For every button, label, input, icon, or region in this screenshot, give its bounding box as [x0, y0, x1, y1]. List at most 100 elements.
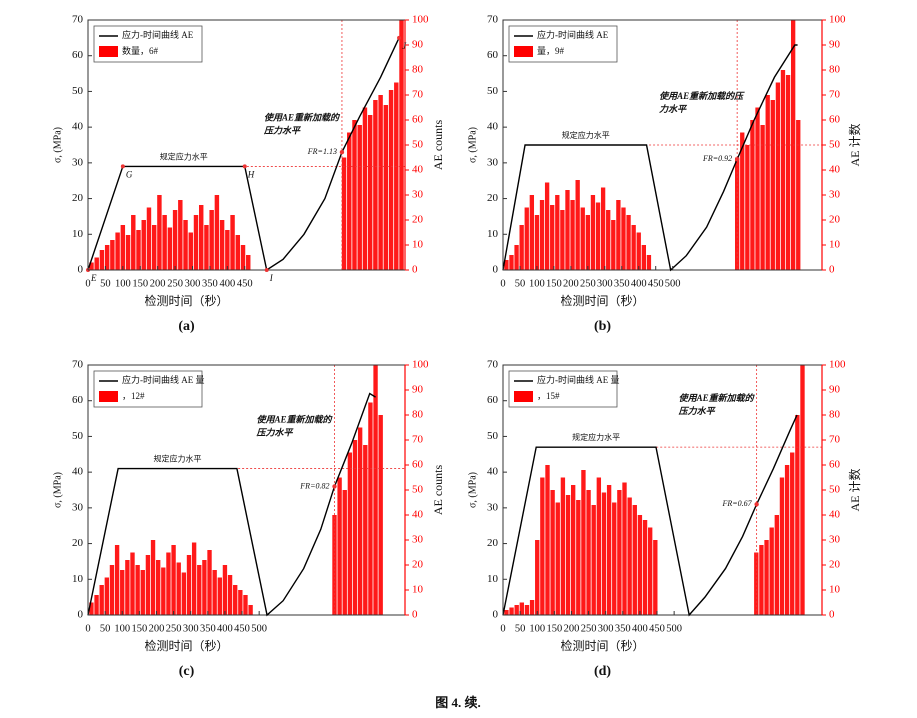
ae-bar [222, 565, 228, 615]
x-tick-label: 250 [581, 623, 597, 634]
ae-bar [171, 545, 176, 615]
ae-bar [653, 540, 658, 615]
x-tick-label: 300 [598, 623, 614, 634]
legend-label: 应力-时间曲线 AE 量 [537, 374, 620, 385]
x-tick-label: 400 [217, 623, 233, 634]
x-tick-label: 50 [100, 278, 111, 289]
ae-bar [560, 210, 565, 270]
y2-tick-label: 50 [829, 484, 841, 496]
y2-tick-label: 30 [829, 189, 841, 201]
ae-bar [642, 520, 648, 615]
fr-label: FR=0.67 [721, 499, 752, 508]
x-tick-label: 450 [648, 278, 664, 289]
y2-tick-label: 0 [412, 264, 418, 276]
y-tick-label: 10 [72, 228, 84, 240]
ae-bar [769, 527, 774, 615]
x-tick-label: 150 [132, 278, 148, 289]
ae-bar [591, 505, 596, 615]
x-tick-label: 0 [500, 623, 505, 634]
y-tick-label: 0 [493, 264, 499, 276]
y-tick-label: 50 [487, 430, 499, 442]
ae-bar [135, 565, 140, 615]
ae-bar [540, 477, 545, 615]
ae-bar [534, 215, 540, 270]
x-tick-label: 350 [614, 278, 630, 289]
x-axis-label: 检测时间（秒） [560, 638, 644, 653]
ae-bar [550, 205, 555, 270]
ae-bar [155, 560, 161, 615]
y2-tick-label: 40 [829, 509, 841, 521]
fr-label: FR=0.92 [702, 154, 732, 163]
ae-bar [529, 600, 535, 615]
x-tick-label: 200 [149, 623, 165, 634]
ae-bar [399, 20, 404, 270]
ae-bar [219, 220, 225, 270]
y2-tick-label: 80 [829, 64, 841, 76]
y2-axis-label: AE 计数 [847, 124, 862, 167]
ae-bar [580, 207, 585, 270]
ae-bar [94, 257, 99, 270]
x-tick-label: 300 [597, 278, 613, 289]
caption: 图 4. 续. [435, 695, 481, 710]
y-tick-label: 20 [487, 192, 499, 204]
legend-swatch [514, 391, 533, 402]
key-point [264, 268, 269, 272]
ae-bar [99, 250, 105, 270]
fr-point [332, 484, 337, 489]
y-tick-label: 10 [487, 573, 499, 585]
y-tick-label: 60 [72, 49, 84, 61]
fr-point [339, 149, 345, 155]
ae-bar [627, 497, 632, 615]
legend-label: 应力-时间曲线 AE [122, 29, 194, 40]
y2-tick-label: 60 [412, 459, 424, 471]
reload-label: 使用AE重新加载的 [256, 415, 333, 425]
ae-bar [544, 182, 550, 270]
ae-bar [141, 220, 146, 270]
y-tick-label: 30 [487, 501, 499, 513]
ae-bar [352, 120, 357, 270]
ae-bar [120, 570, 125, 615]
x-tick-label: 200 [564, 623, 580, 634]
y-tick-label: 30 [72, 156, 84, 168]
ae-bar [166, 552, 171, 615]
y2-tick-label: 0 [829, 609, 835, 621]
ae-bar [646, 255, 652, 270]
ae-bar [238, 590, 243, 615]
ae-bar [230, 215, 235, 270]
x-tick-label: 0 [85, 623, 90, 634]
ae-bar [347, 452, 353, 615]
y2-tick-label: 40 [829, 164, 841, 176]
ae-bar [631, 225, 636, 270]
ae-bar [740, 132, 745, 270]
x-tick-label: 450 [234, 623, 250, 634]
ae-bar [550, 490, 555, 615]
ae-bar [115, 232, 120, 270]
x-tick-label: 50 [515, 278, 526, 289]
key-point [397, 35, 402, 40]
y2-tick-label: 80 [412, 64, 424, 76]
ae-bar [647, 527, 653, 615]
ae-bar [529, 195, 535, 270]
ae-bar [779, 477, 785, 615]
ae-bar [235, 235, 241, 270]
reload-label: 压力水平 [678, 406, 717, 416]
ae-bar [89, 602, 94, 615]
ae-bar [363, 445, 368, 615]
x-tick-label: 50 [100, 623, 111, 634]
ae-bar [617, 490, 622, 615]
ae-bar [178, 200, 183, 270]
ae-bar [341, 157, 347, 270]
ae-bar [125, 560, 130, 615]
y-axis-label: σ, (MPa) [52, 472, 63, 508]
ae-bar [209, 210, 214, 270]
ae-bar [765, 95, 770, 270]
flat-label: 规定应力水平 [572, 432, 620, 442]
ae-bar [140, 570, 145, 615]
fr-point [754, 502, 759, 507]
y2-tick-label: 60 [412, 114, 424, 126]
ae-bar [595, 202, 601, 270]
panel-label: (c) [179, 664, 195, 679]
ae-bar [197, 565, 202, 615]
ae-bar [151, 225, 157, 270]
ae-bar [560, 477, 566, 615]
